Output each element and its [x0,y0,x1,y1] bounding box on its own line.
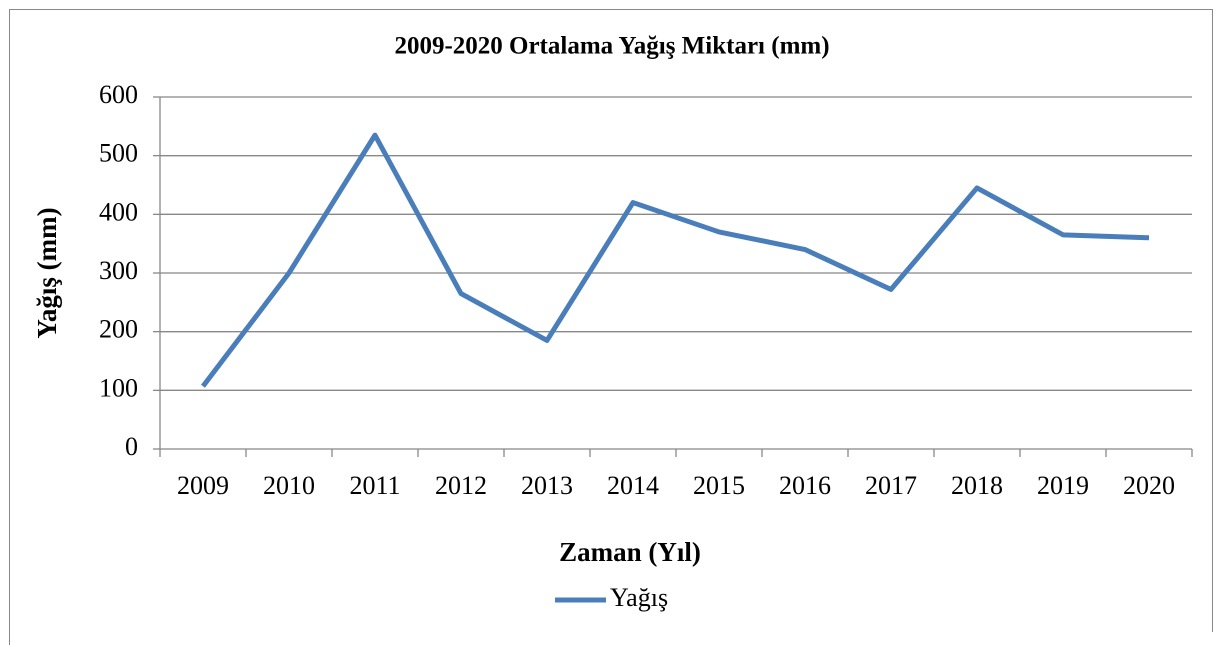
x-axis-label: Zaman (Yıl) [559,537,701,567]
x-tick-label: 2011 [349,471,400,500]
x-tick-label: 2013 [521,471,573,500]
y-tick-label: 400 [99,197,138,226]
x-tick-label: 2010 [263,471,315,500]
x-tick-label: 2012 [435,471,487,500]
y-axis-label: Yağış (mm) [32,207,62,338]
y-tick-label: 100 [99,373,138,402]
chart-title: 2009-2020 Ortalama Yağış Miktarı (mm) [394,33,829,60]
x-tick-label: 2019 [1037,471,1089,500]
y-tick-label: 300 [99,256,138,285]
x-tick-label: 2014 [607,471,659,500]
legend-label: Yağış [610,583,668,612]
x-tick-label: 2020 [1123,471,1175,500]
y-tick-label: 500 [99,139,138,168]
line-series [201,132,1150,388]
x-tick-label: 2016 [779,471,831,500]
y-tick-label: 200 [99,315,138,344]
x-tick-label: 2017 [865,471,917,500]
chart-frame [9,9,1213,645]
x-tick-label: 2018 [951,471,1003,500]
x-tick-label: 2015 [693,471,745,500]
x-tick-label: 2009 [177,471,229,500]
y-tick-label: 0 [125,432,138,461]
y-tick-label: 600 [99,80,138,109]
